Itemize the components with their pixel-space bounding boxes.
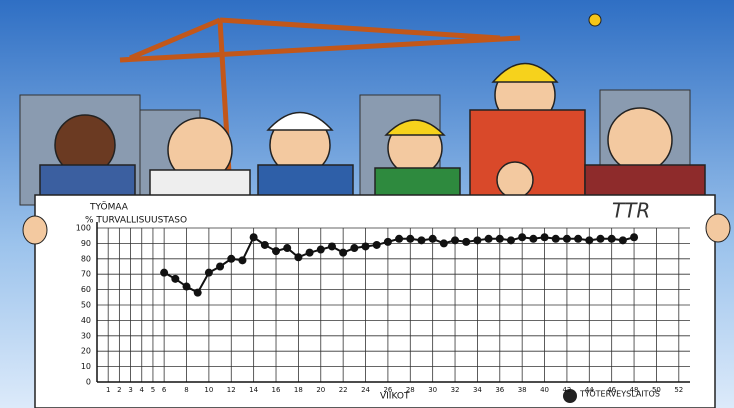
x-tick-label: 42 (562, 386, 571, 394)
y-tick-label: 60 (81, 285, 91, 294)
data-point (205, 269, 213, 277)
x-tick-label: 26 (383, 386, 392, 394)
x-tick-label: 48 (630, 386, 639, 394)
x-tick-label: 16 (272, 386, 281, 394)
data-point (294, 253, 302, 261)
y-tick-label: 50 (81, 301, 91, 310)
data-point (596, 235, 604, 243)
y-axis-label: % TURVALLISUUSTASO (85, 216, 187, 226)
sun (589, 14, 601, 26)
x-tick-label: 2 (117, 386, 121, 394)
data-point (160, 269, 168, 277)
y-tick-label: 70 (81, 270, 91, 279)
data-point (585, 236, 593, 244)
x-tick-label: 28 (406, 386, 415, 394)
x-tick-label: 44 (585, 386, 594, 394)
x-tick-label: 30 (428, 386, 437, 394)
data-point (216, 263, 224, 271)
x-tick-label: 24 (361, 386, 370, 394)
data-point (183, 283, 191, 291)
hand (23, 216, 47, 244)
data-point (317, 246, 325, 254)
x-tick-label: 38 (518, 386, 527, 394)
data-point (451, 236, 459, 244)
x-tick-label: 10 (204, 386, 213, 394)
y-tick-label: 10 (81, 362, 91, 371)
data-point (227, 255, 235, 263)
y-tick-label: 80 (81, 254, 91, 263)
data-point (283, 244, 291, 252)
y-tick-label: 30 (81, 331, 91, 340)
data-point (518, 233, 526, 241)
data-point (440, 239, 448, 247)
x-tick-label: 5 (151, 386, 155, 394)
x-tick-label: 4 (140, 386, 145, 394)
x-tick-label: 50 (652, 386, 661, 394)
hand (706, 214, 730, 242)
x-tick-label: 6 (162, 386, 167, 394)
data-point (261, 241, 269, 249)
data-point (473, 236, 481, 244)
data-point (350, 244, 358, 252)
x-tick-label: 52 (674, 386, 683, 394)
chart-board (35, 195, 715, 408)
data-point (406, 235, 414, 243)
data-point (563, 235, 571, 243)
y-tick-label: 20 (81, 347, 91, 356)
data-point (529, 235, 537, 243)
data-point (171, 275, 179, 283)
x-tick-label: 40 (540, 386, 549, 394)
data-point (373, 241, 381, 249)
data-point (507, 236, 515, 244)
data-point (238, 256, 246, 264)
data-point (608, 235, 616, 243)
x-tick-label: 18 (294, 386, 303, 394)
data-point (395, 235, 403, 243)
signature: TTR (612, 199, 650, 223)
y-tick-label: 0 (86, 378, 91, 387)
data-point (250, 233, 258, 241)
data-point (339, 249, 347, 257)
data-point (328, 242, 336, 250)
x-tick-label: 22 (339, 386, 348, 394)
data-point (462, 238, 470, 246)
chart-title: TYÖMAA (89, 202, 129, 213)
x-tick-label: 12 (227, 386, 236, 394)
x-tick-label: 1 (106, 386, 110, 394)
data-point (362, 242, 370, 250)
data-point (574, 235, 582, 243)
x-tick-label: 46 (607, 386, 616, 394)
data-point (619, 236, 627, 244)
data-point (306, 249, 314, 257)
x-tick-label: 36 (495, 386, 504, 394)
x-tick-label: 14 (249, 386, 258, 394)
data-point (417, 236, 425, 244)
data-point (541, 233, 549, 241)
data-point (552, 235, 560, 243)
data-point (194, 289, 202, 297)
y-tick-label: 40 (81, 316, 91, 325)
x-tick-label: 3 (128, 386, 132, 394)
data-point (384, 238, 392, 246)
data-point (485, 235, 493, 243)
data-point (272, 247, 280, 255)
x-tick-label: 34 (473, 386, 482, 394)
chart: TYÖMAA % TURVALLISUUSTASO VIIKOT TTR TYÖ… (0, 0, 734, 408)
page: {"chart_data": {"type": "line", "title":… (0, 0, 734, 408)
x-tick-label: 20 (316, 386, 325, 394)
y-tick-label: 100 (76, 224, 91, 233)
data-point (496, 235, 504, 243)
y-tick-label: 90 (81, 239, 91, 248)
x-tick-label: 8 (184, 386, 188, 394)
data-point (429, 235, 437, 243)
x-tick-label: 32 (451, 386, 460, 394)
data-point (630, 233, 638, 241)
